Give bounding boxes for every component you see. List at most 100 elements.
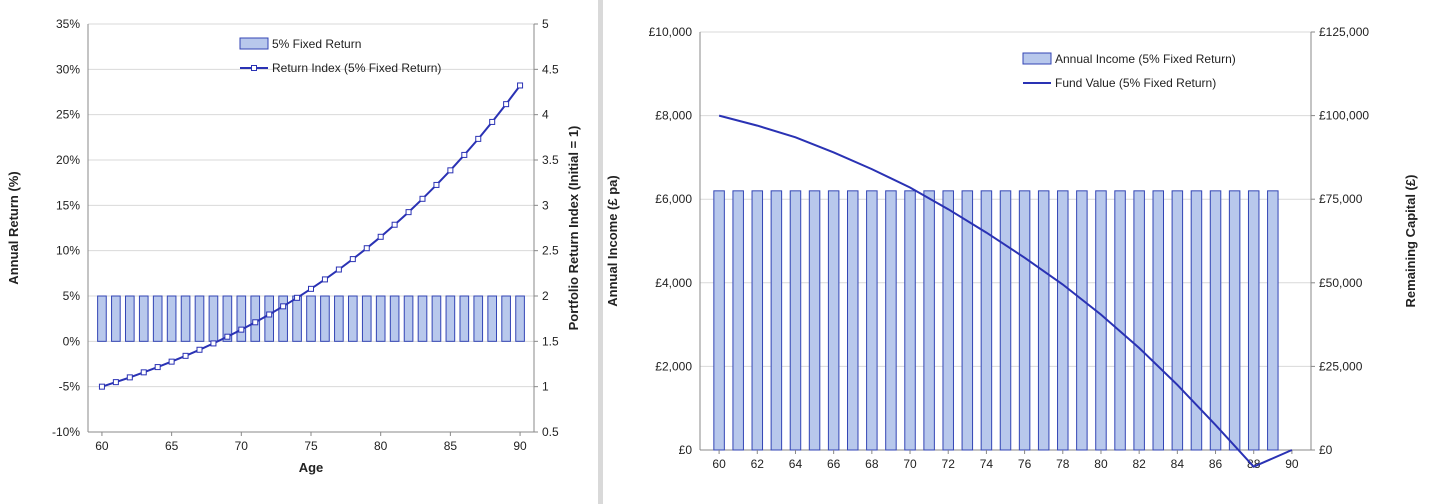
bar (152, 295, 163, 342)
line-point (126, 374, 133, 381)
bar (1095, 190, 1107, 451)
bar (1190, 190, 1203, 451)
x-tick-label: 80 (374, 439, 388, 453)
bar (515, 295, 525, 342)
bar (278, 295, 288, 342)
bar (292, 295, 302, 342)
line-point (363, 245, 370, 252)
y-tick-label: -10% (52, 425, 80, 439)
bar (1057, 190, 1069, 451)
x-tick-label: 90 (1285, 457, 1299, 471)
line-point (252, 319, 259, 326)
x-axis-label: Age (299, 460, 324, 475)
bar (942, 190, 954, 451)
x-tick-label: 60 (712, 457, 726, 471)
x-tick-label: 82 (1132, 457, 1146, 471)
legend-label-bar: Annual Income (5% Fixed Return) (1055, 52, 1236, 66)
y-tick-label: 30% (56, 62, 80, 76)
bar (222, 295, 233, 342)
y2-tick-label: £50,000 (1319, 276, 1363, 290)
series-line (718, 114, 1293, 468)
y2-tick-label: 2 (542, 289, 549, 303)
y-tick-label: 15% (56, 198, 80, 212)
bar (885, 190, 897, 451)
x-tick-label: 72 (942, 457, 956, 471)
bar (846, 190, 859, 451)
line-point (98, 383, 105, 390)
y-tick-label: 5% (63, 289, 81, 303)
y-tick-label: £8,000 (655, 109, 692, 123)
y-tick-label: 0% (63, 334, 81, 348)
y2-tick-label: £75,000 (1319, 192, 1363, 206)
bar (1037, 190, 1050, 451)
x-tick-label: 60 (95, 439, 109, 453)
y2-tick-label: 1.5 (542, 334, 559, 348)
y2-tick-label: 2.5 (542, 244, 559, 258)
y-tick-label: 25% (56, 108, 80, 122)
line-point (238, 326, 245, 333)
x-tick-label: 65 (165, 439, 179, 453)
y2-tick-label: 3 (542, 198, 549, 212)
left-chart-panel: -10% -5% 0% 5% 10% 15% 20% 25% 30% 35% 0.5 1 1.5 2 2.5… (0, 0, 598, 504)
bar (732, 190, 744, 451)
line-point (321, 276, 328, 283)
line-point (308, 285, 314, 292)
bar (236, 295, 247, 342)
bar (487, 295, 498, 342)
line-point (433, 181, 440, 188)
bar (389, 295, 400, 342)
y-tick-label: £0 (679, 443, 693, 457)
y2-tick-label: 4.5 (542, 62, 559, 76)
x-tick-label: 74 (980, 457, 994, 471)
bar (208, 295, 219, 342)
bar (417, 295, 428, 342)
line-point (112, 379, 119, 386)
y-axis-label: Annual Return (%) (6, 171, 21, 284)
y2-tick-label: £125,000 (1319, 25, 1369, 39)
bar (827, 190, 840, 451)
bar (445, 295, 456, 342)
line-point (391, 221, 398, 228)
line-point (280, 303, 287, 310)
bar (111, 295, 121, 342)
line-point (349, 256, 356, 263)
line-point (419, 195, 426, 202)
bar (1247, 190, 1260, 451)
y2-tick-label: £25,000 (1319, 359, 1363, 373)
bar (361, 295, 372, 342)
line-point (196, 346, 203, 353)
y-tick-label: £4,000 (655, 276, 692, 290)
line-point (503, 101, 510, 108)
line-point (377, 233, 384, 240)
bar (306, 295, 316, 342)
bar (1228, 190, 1241, 451)
bar (904, 190, 916, 451)
x-tick-label: 85 (444, 439, 458, 453)
y2-tick-label: 0.5 (542, 425, 559, 439)
bar (180, 295, 191, 342)
line-point (475, 135, 482, 142)
line-point (405, 209, 412, 216)
x-tick-label: 86 (1209, 457, 1223, 471)
bar (866, 190, 878, 451)
bar (770, 190, 783, 451)
y-tick-label: -5% (59, 380, 81, 394)
bar (751, 190, 764, 451)
line-point (168, 358, 175, 365)
line-point (447, 167, 454, 174)
line-point (517, 82, 524, 89)
x-tick-label: 90 (513, 439, 527, 453)
legend-label-line: Fund Value (5% Fixed Return) (1055, 76, 1216, 90)
line-point (266, 311, 273, 318)
line-point (210, 340, 217, 347)
legend-swatch-bar (1022, 52, 1052, 65)
bar (808, 190, 821, 451)
y-axis-label: Annual Income (£ pa) (605, 175, 620, 306)
bar (264, 295, 275, 342)
legend-swatch-bar (239, 37, 269, 50)
legend-marker (251, 65, 257, 71)
bar (403, 295, 414, 342)
bar (923, 190, 935, 451)
line-point (224, 333, 231, 340)
bar (166, 295, 177, 342)
